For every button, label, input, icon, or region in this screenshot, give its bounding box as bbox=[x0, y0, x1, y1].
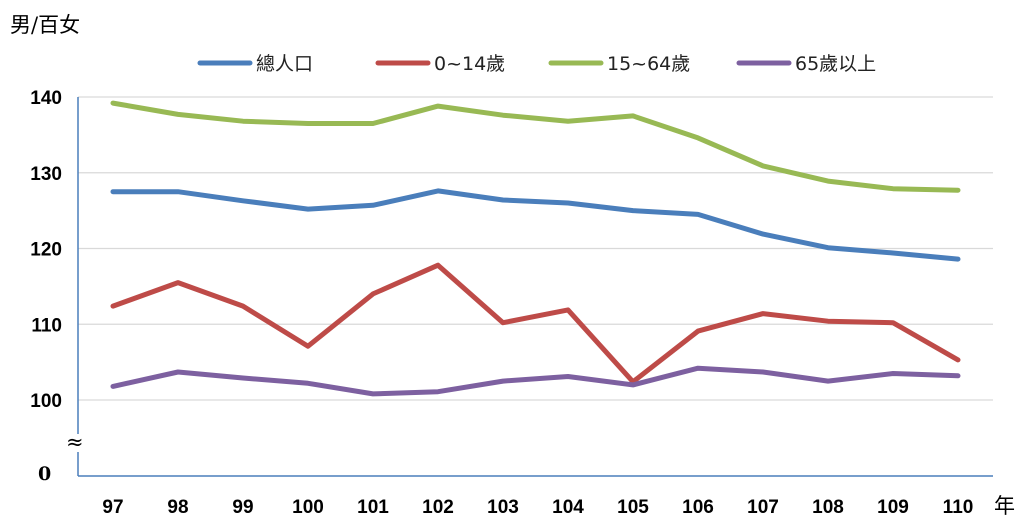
legend-label: 0~14歲 bbox=[434, 53, 505, 75]
y-tick-label: 140 bbox=[30, 88, 62, 109]
legend-label: 65歲以上 bbox=[795, 53, 876, 75]
x-tick-label: 97 bbox=[102, 497, 123, 518]
x-tick-label: 108 bbox=[812, 497, 844, 518]
x-tick-label: 110 bbox=[943, 497, 974, 518]
legend-item: 15~64歲 bbox=[548, 53, 690, 75]
series-line-3 bbox=[110, 365, 961, 397]
x-axis-unit-label: 年 bbox=[994, 494, 1015, 518]
legend-item: 0~14歲 bbox=[375, 53, 505, 75]
series-line-0 bbox=[110, 188, 961, 262]
x-tick-label: 104 bbox=[552, 497, 584, 518]
x-tick-labels: 97 98 99 100 101 102 103 104 105 106 107 108 109 110 bbox=[102, 497, 973, 518]
legend-label: 總人口 bbox=[256, 53, 313, 75]
y-tick-label: 130 bbox=[30, 164, 62, 185]
legend-item: 65歲以上 bbox=[736, 53, 876, 75]
legend-label: 15~64歲 bbox=[607, 53, 690, 75]
y-tick-zero: 0 bbox=[38, 463, 51, 485]
legend-item: 總人口 bbox=[197, 53, 313, 75]
x-tick-label: 100 bbox=[292, 497, 324, 518]
x-tick-label: 106 bbox=[682, 497, 714, 518]
y-tick-label: 120 bbox=[30, 240, 62, 261]
series-lines bbox=[110, 100, 961, 397]
x-tick-label: 99 bbox=[232, 497, 253, 518]
series-line-2 bbox=[110, 100, 961, 193]
x-tick-label: 103 bbox=[487, 497, 519, 518]
x-tick-label: 102 bbox=[422, 497, 454, 518]
x-tick-label: 101 bbox=[357, 497, 389, 518]
x-tick-label: 98 bbox=[167, 497, 188, 518]
series-line-1 bbox=[110, 262, 961, 385]
x-tick-label: 109 bbox=[877, 497, 909, 518]
y-tick-labels: 100 110 120 130 140 bbox=[30, 88, 62, 412]
legend: 總人口 0~14歲 15~64歲 65歲以上 bbox=[197, 53, 876, 75]
gridlines bbox=[78, 96, 993, 401]
x-tick-label: 105 bbox=[617, 497, 649, 518]
y-tick-label: 100 bbox=[30, 391, 62, 412]
axis-break-symbol: ≈ bbox=[66, 430, 84, 454]
y-axis-label: 男/百女 bbox=[10, 13, 80, 37]
x-tick-label: 107 bbox=[747, 497, 779, 518]
axes bbox=[77, 97, 993, 477]
y-tick-label: 110 bbox=[31, 315, 62, 336]
